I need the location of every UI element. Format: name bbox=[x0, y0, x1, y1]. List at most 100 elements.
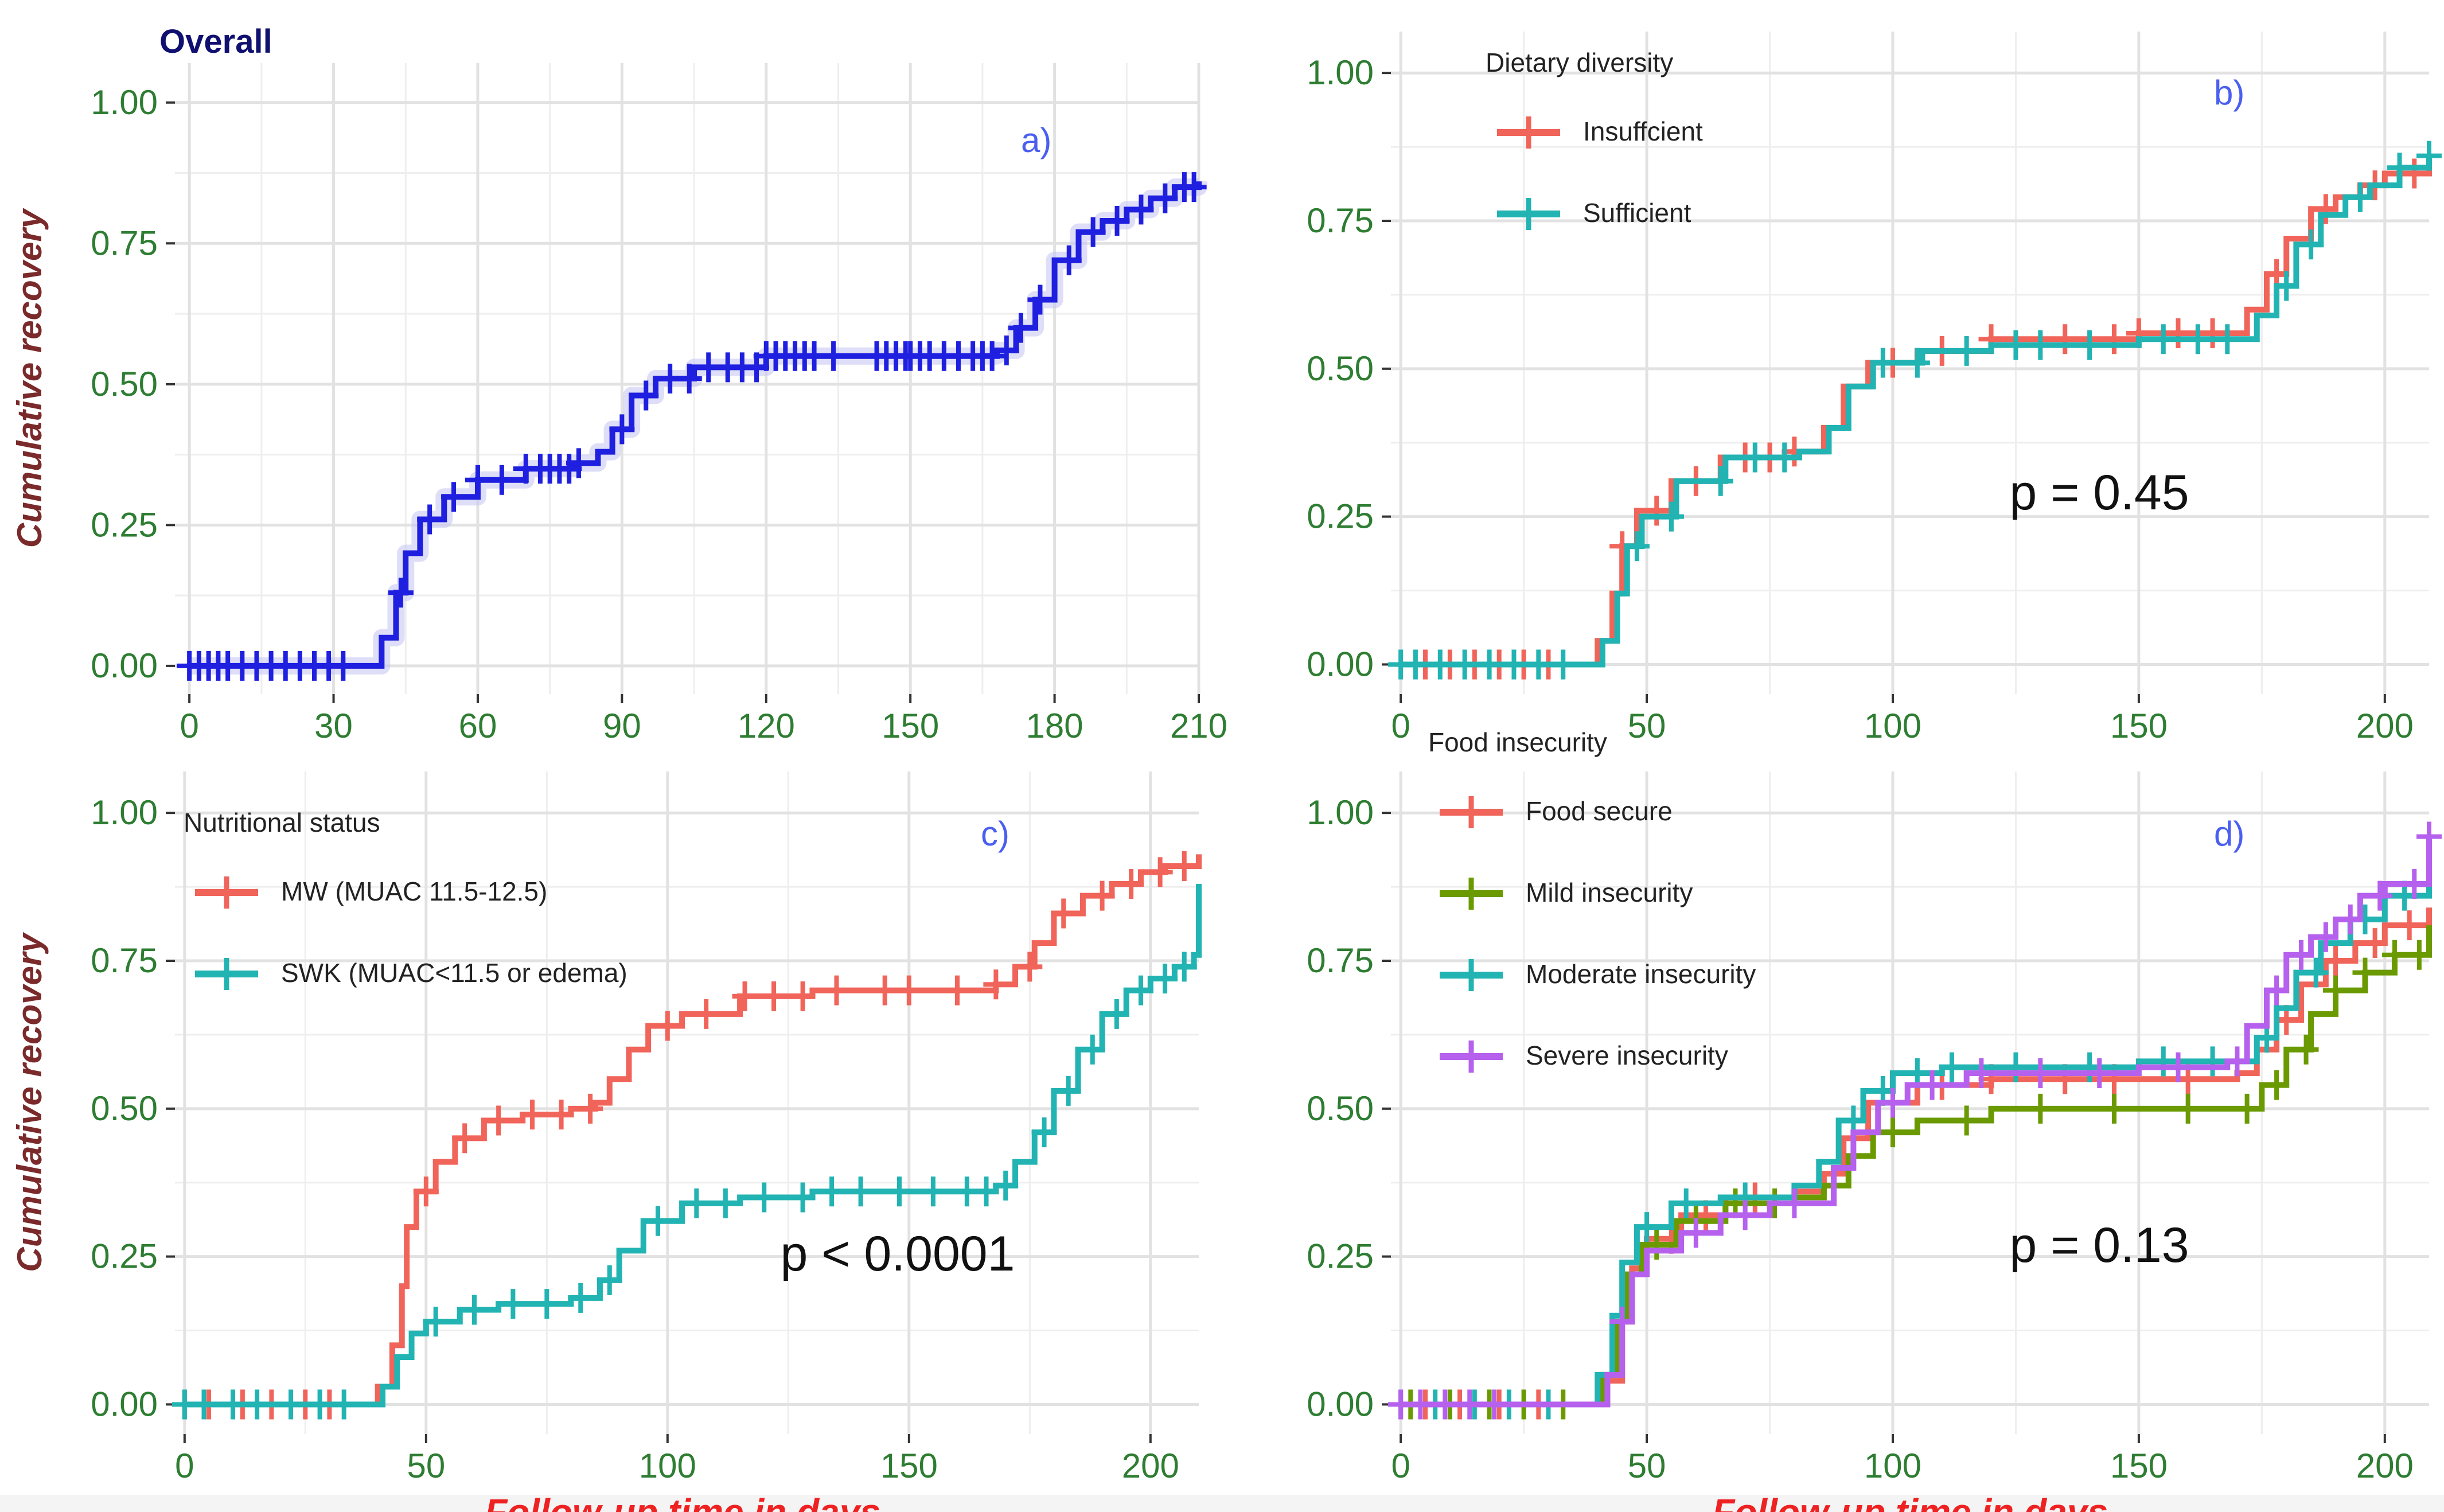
y-tick-label: 0.50 bbox=[1307, 1089, 1374, 1128]
censor-mark bbox=[2028, 330, 2053, 360]
censor-mark bbox=[1152, 963, 1178, 993]
censor-mark bbox=[1452, 649, 1478, 680]
censor-mark bbox=[2028, 1093, 2053, 1124]
x-tick-label: 90 bbox=[603, 707, 641, 745]
censor-mark bbox=[452, 1123, 478, 1154]
y-tick-label: 0.50 bbox=[91, 365, 158, 403]
step-line bbox=[1401, 907, 2432, 1408]
y-tick-label: 0.25 bbox=[1307, 1237, 1374, 1276]
censor-mark bbox=[1147, 857, 1173, 887]
step-line bbox=[1401, 836, 2432, 1408]
censor-mark bbox=[2165, 318, 2191, 348]
censor-mark bbox=[534, 1289, 560, 1319]
censor-mark bbox=[1118, 868, 1144, 899]
censor-mark bbox=[993, 1170, 1019, 1201]
y-tick-label: 0.25 bbox=[91, 1237, 158, 1276]
censor-mark bbox=[548, 1100, 574, 1130]
censor-mark bbox=[2352, 957, 2378, 988]
censor-mark bbox=[1609, 1307, 1635, 1337]
p-value: p < 0.0001 bbox=[781, 1226, 1015, 1281]
censor-mark bbox=[2003, 330, 2029, 360]
x-axis-title: Follow-up time in days bbox=[1712, 1491, 2108, 1512]
censor-mark bbox=[597, 1265, 622, 1295]
censor-mark bbox=[1427, 649, 1453, 680]
censor-mark bbox=[1017, 952, 1043, 982]
step-line bbox=[184, 883, 1202, 1408]
step-line bbox=[1401, 925, 2432, 1408]
series-mw-muac-11-5-12-5- bbox=[171, 851, 1202, 1420]
censor-mark bbox=[465, 465, 490, 495]
censor-mark bbox=[1904, 348, 1930, 378]
censor-mark bbox=[2313, 922, 2338, 952]
censor-mark bbox=[848, 1176, 874, 1207]
censor-mark bbox=[331, 1389, 357, 1420]
censor-mark bbox=[886, 1176, 912, 1207]
censor-mark bbox=[1055, 1075, 1081, 1106]
x-tick-label: 0 bbox=[1391, 707, 1410, 745]
panel-title: Overall bbox=[159, 23, 272, 60]
censor-mark bbox=[2077, 330, 2103, 360]
censor-mark bbox=[973, 1176, 999, 1207]
y-tick-label: 0.75 bbox=[91, 941, 158, 980]
censor-mark bbox=[2028, 1058, 2053, 1088]
censor-mark bbox=[2298, 229, 2324, 260]
legend-label: Mild insecurity bbox=[1526, 878, 1693, 907]
censor-mark bbox=[790, 1182, 816, 1213]
panel-label: b) bbox=[2214, 73, 2244, 112]
series-swk-muac-11-5-or-edema- bbox=[171, 883, 1202, 1420]
censor-mark bbox=[1089, 880, 1115, 911]
y-tick-label: 0.75 bbox=[1307, 941, 1374, 980]
censor-mark bbox=[2387, 153, 2412, 183]
x-tick-label: 50 bbox=[1628, 707, 1666, 745]
legend-label: Severe insecurity bbox=[1526, 1041, 1728, 1070]
x-tick-label: 0 bbox=[180, 707, 198, 745]
legend: Food insecurity Food secure Mild insecurit… bbox=[1428, 727, 1756, 1073]
censor-mark bbox=[2264, 1070, 2290, 1100]
y-axis-title: Cumulative recovery bbox=[10, 208, 49, 548]
y-tick-label: 0.00 bbox=[1307, 1385, 1374, 1423]
censor-mark bbox=[489, 465, 514, 495]
censor-mark bbox=[1658, 501, 1684, 532]
censor-mark bbox=[486, 1105, 512, 1136]
censor-mark bbox=[645, 1206, 671, 1236]
y-tick-label: 0.50 bbox=[1307, 349, 1374, 388]
y-tick-label: 1.00 bbox=[1307, 793, 1374, 832]
censor-mark bbox=[1457, 1389, 1483, 1420]
p-value: p = 0.45 bbox=[2009, 465, 2189, 520]
censor-mark bbox=[413, 1176, 439, 1207]
censor-mark bbox=[1634, 1212, 1660, 1242]
series-overall bbox=[177, 172, 1207, 681]
panel-c: 0 50 100 150 200 0.00 0.25 0.50 0.75 1.00 Nutritio… bbox=[10, 771, 1202, 1512]
censor-mark bbox=[1550, 649, 1576, 680]
censor-mark bbox=[244, 1389, 270, 1420]
censor-mark bbox=[684, 1188, 710, 1218]
censor-mark bbox=[568, 1283, 594, 1313]
censor-mark bbox=[633, 380, 659, 411]
x-tick-label: 200 bbox=[2356, 707, 2414, 745]
x-tick-label: 200 bbox=[1122, 1447, 1179, 1485]
censor-mark bbox=[1056, 245, 1082, 275]
censor-mark bbox=[1402, 649, 1428, 680]
censor-mark bbox=[417, 504, 443, 535]
censor-mark bbox=[693, 999, 719, 1029]
censor-mark bbox=[2200, 318, 2225, 348]
censor-mark bbox=[1732, 1200, 1758, 1230]
censor-mark bbox=[220, 1389, 246, 1420]
censor-mark bbox=[2003, 1052, 2029, 1082]
censor-mark bbox=[821, 341, 847, 371]
y-tick-label: 0.25 bbox=[1307, 497, 1374, 536]
censor-mark bbox=[578, 1093, 603, 1124]
x-tick-label: 100 bbox=[639, 1447, 696, 1485]
y-axis-title: Cumulative recovery bbox=[10, 932, 49, 1272]
y-tick-label: 1.00 bbox=[91, 793, 158, 832]
censor-mark bbox=[824, 975, 849, 1006]
censor-mark bbox=[2087, 1058, 2112, 1088]
censor-mark bbox=[1501, 649, 1527, 680]
censor-mark bbox=[500, 1289, 526, 1319]
censor-mark bbox=[1880, 1117, 1905, 1148]
censor-mark bbox=[2323, 946, 2349, 976]
censor-mark bbox=[1171, 851, 1197, 881]
censor-mark bbox=[1782, 1188, 1807, 1218]
censor-mark bbox=[2185, 324, 2211, 354]
